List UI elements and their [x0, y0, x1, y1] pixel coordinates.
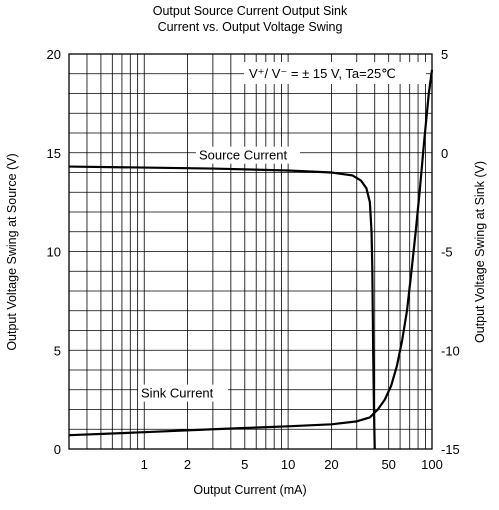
- x-tick-label: 50: [381, 457, 395, 472]
- x-tick-label: 20: [324, 457, 338, 472]
- chart-annotation: V⁺/ V⁻ = ± 15 V, Ta=25℃: [249, 66, 396, 81]
- grid: [69, 54, 432, 449]
- series-source-current-line: [68, 165, 376, 450]
- y-tick-label-left: 20: [47, 47, 61, 62]
- x-tick-label: 1: [141, 457, 148, 472]
- y-axis-label-left: Output Voltage Swing at Source (V): [5, 153, 19, 350]
- y-tick-label-right: 5: [441, 47, 448, 62]
- series-label-background: [195, 146, 300, 164]
- y-tick-label-left: 5: [54, 343, 61, 358]
- x-ticks: 1 2 5 10 20 50 100: [141, 457, 443, 472]
- y-tick-label-left: 10: [47, 245, 61, 260]
- y-tick-label-right: 0: [441, 146, 448, 161]
- chart-title-line1: Output Source Current Output Sink: [153, 4, 348, 18]
- y-tick-label-right: -10: [441, 343, 460, 358]
- y-tick-label-right: -15: [441, 442, 460, 457]
- y-ticks-left: 0 5 10 15 20: [47, 47, 61, 457]
- curves: Source Current Sink Current: [68, 69, 434, 450]
- y-tick-label-left: 15: [47, 146, 61, 161]
- x-axis-label: Output Current (mA): [193, 483, 306, 497]
- plot-frame: [68, 53, 433, 450]
- x-tick-label: 10: [281, 457, 295, 472]
- annotation-background: [244, 62, 426, 84]
- y-ticks-right: -15 -10 -5 0 5: [441, 47, 460, 457]
- y-axis-label-right: Output Voltage Swing at Sink (V): [473, 161, 487, 343]
- chart-title-line2: Current vs. Output Voltage Swing: [158, 20, 343, 34]
- sink-current-label: Sink Current: [141, 386, 214, 401]
- x-tick-label: 100: [421, 457, 443, 472]
- x-tick-label: 5: [241, 457, 248, 472]
- source-current-label: Source Current: [199, 148, 288, 163]
- x-tick-label: 2: [184, 457, 191, 472]
- y-tick-label-right: -5: [441, 245, 453, 260]
- series-sink-current-line: [68, 69, 434, 437]
- y-tick-label-left: 0: [54, 442, 61, 457]
- series-label-background: [138, 384, 229, 402]
